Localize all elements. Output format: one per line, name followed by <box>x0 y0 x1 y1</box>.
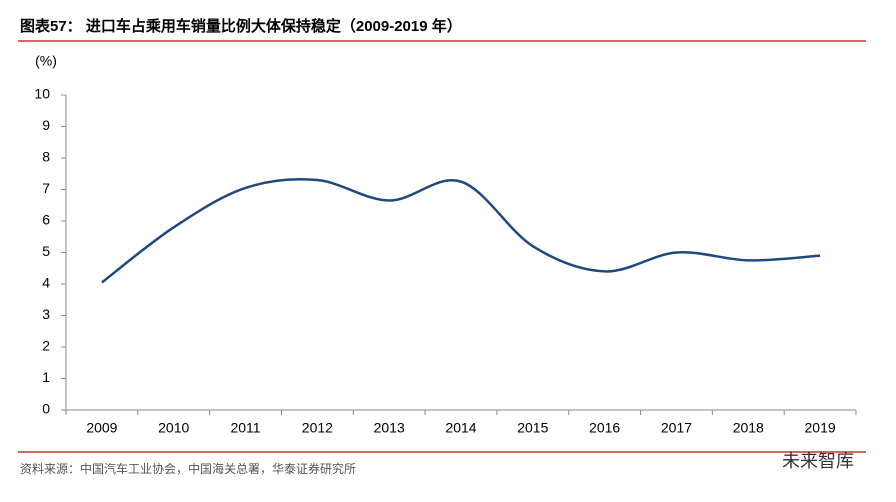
x-tick-label: 2014 <box>445 420 476 436</box>
y-axis-label: (%) <box>35 53 57 69</box>
x-tick-label: 2017 <box>661 420 692 436</box>
x-tick-label: 2012 <box>302 420 333 436</box>
y-tick-label: 5 <box>42 243 50 259</box>
data-line <box>101 178 821 284</box>
x-tick-label: 2010 <box>158 420 189 436</box>
y-tick-label: 0 <box>42 401 50 417</box>
y-tick-label: 10 <box>34 86 50 102</box>
watermark: 未来智库 <box>782 451 854 471</box>
y-tick-label: 6 <box>42 212 50 228</box>
x-tick-label: 2011 <box>230 420 260 436</box>
source-note: 资料来源：中国汽车工业协会，中国海关总署，华泰证券研究所 <box>20 461 356 476</box>
y-tick-label: 8 <box>42 149 50 165</box>
y-tick-label: 3 <box>42 306 50 322</box>
chart-title: 图表57： 进口车占乘用车销量比例大体保持稳定（2009-2019 年） <box>20 17 462 35</box>
y-tick-label: 2 <box>42 338 50 354</box>
x-tick-label: 2009 <box>86 420 117 436</box>
x-tick-label: 2013 <box>374 420 405 436</box>
x-tick-label: 2019 <box>805 420 836 436</box>
y-tick-label: 9 <box>42 117 50 133</box>
y-tick-label: 4 <box>42 275 50 291</box>
x-tick-label: 2018 <box>733 420 764 436</box>
y-tick-label: 7 <box>42 180 50 196</box>
x-tick-label: 2016 <box>589 420 620 436</box>
x-tick-label: 2015 <box>517 420 548 436</box>
y-tick-label: 1 <box>42 369 50 385</box>
